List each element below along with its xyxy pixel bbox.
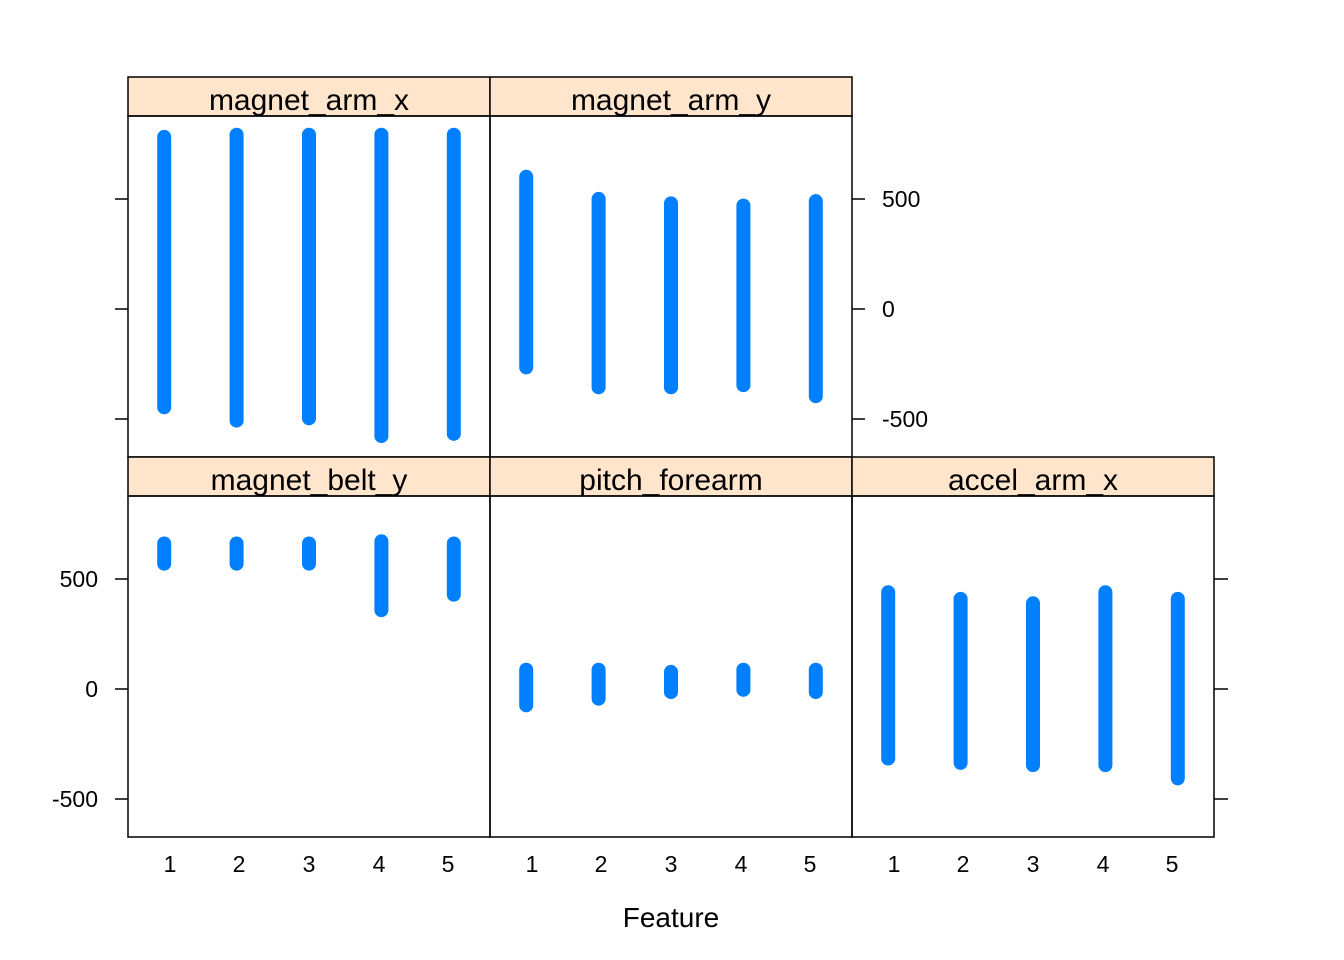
strip-background: [489, 456, 853, 497]
strip-background: [127, 456, 491, 497]
point-column-3: [664, 196, 678, 395]
strip-background: [127, 76, 491, 117]
x-axis: 1 2 3 4 5 1 2 3 4 5 1 2 3 4 5: [164, 851, 1179, 877]
panel-pitch-forearm: pitch_forearm: [489, 456, 853, 838]
panel-magnet-arm-y: magnet_arm_y: [489, 76, 853, 458]
point-column-3: [302, 536, 316, 571]
point-column-4: [374, 127, 389, 444]
x-tick-label: 3: [1027, 851, 1040, 877]
point-column-5: [1170, 591, 1185, 786]
y-tick-label: 0: [85, 676, 98, 702]
point-column-3: [1026, 596, 1040, 773]
point-column-3: [664, 664, 678, 700]
strip-background: [489, 76, 853, 117]
panel-magnet-belt-y: magnet_belt_y: [127, 456, 491, 838]
point-column-1: [881, 585, 896, 766]
point-column-1: [519, 662, 534, 713]
point-column-2: [229, 127, 244, 428]
strip-label: accel_arm_x: [948, 464, 1118, 497]
x-tick-label: 1: [888, 851, 901, 877]
y-tick-label: 500: [60, 566, 98, 592]
x-tick-label: 2: [595, 851, 608, 877]
point-column-3: [302, 127, 316, 426]
panel-frame: [851, 495, 1215, 838]
point-column-2: [953, 591, 968, 770]
x-tick-label: 4: [1097, 851, 1110, 877]
point-column-1: [519, 169, 534, 375]
data-marks: [519, 662, 823, 713]
y-tick-label: 500: [882, 186, 920, 212]
data-marks: [157, 534, 461, 618]
x-tick-label: 3: [303, 851, 316, 877]
panel-magnet-arm-x: magnet_arm_x: [127, 76, 491, 458]
point-column-4: [736, 662, 751, 697]
strip-label: pitch_forearm: [579, 464, 762, 497]
point-column-4: [374, 534, 389, 618]
x-tick-label: 5: [442, 851, 455, 877]
x-tick-label: 2: [233, 851, 246, 877]
point-column-1: [157, 129, 172, 415]
y-axis-top-right: -500 0 500: [852, 186, 928, 432]
strip-label: magnet_arm_x: [209, 84, 409, 117]
x-tick-label: 1: [526, 851, 539, 877]
point-column-1: [157, 536, 172, 571]
x-tick-label: 4: [373, 851, 386, 877]
x-tick-label: 1: [164, 851, 177, 877]
strip-background: [851, 456, 1215, 497]
point-column-4: [736, 198, 751, 393]
data-marks: [157, 127, 461, 444]
y-tick-label: 0: [882, 296, 895, 322]
x-axis-label: Feature: [623, 902, 720, 933]
y-axis-bottom-right: [1214, 578, 1228, 800]
x-tick-label: 2: [957, 851, 970, 877]
point-column-5: [446, 536, 461, 602]
x-tick-label: 5: [804, 851, 817, 877]
point-column-2: [229, 536, 244, 571]
point-column-5: [808, 194, 823, 404]
point-column-2: [591, 191, 606, 395]
x-tick-label: 4: [735, 851, 748, 877]
data-marks: [881, 585, 1185, 786]
y-axis-bottom-left: -500 0 500: [52, 566, 128, 812]
data-marks: [519, 169, 823, 404]
x-tick-label: 5: [1166, 851, 1179, 877]
y-tick-label: -500: [52, 786, 98, 812]
point-column-5: [808, 662, 823, 700]
strip-label: magnet_arm_y: [571, 84, 771, 117]
y-axis-top-left: [115, 198, 128, 420]
point-column-2: [591, 662, 606, 706]
panel-accel-arm-x: accel_arm_x: [851, 456, 1215, 838]
point-column-4: [1098, 585, 1113, 773]
point-column-5: [446, 127, 461, 441]
strip-label: magnet_belt_y: [211, 464, 408, 497]
y-tick-label: -500: [882, 406, 928, 432]
x-tick-label: 3: [665, 851, 678, 877]
